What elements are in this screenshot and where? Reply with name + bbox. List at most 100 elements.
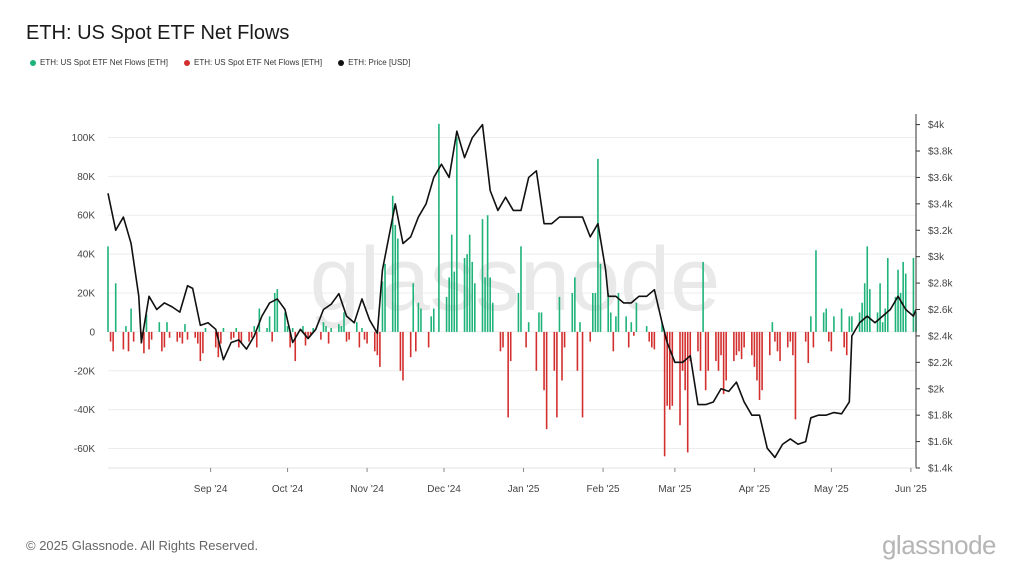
flow-bar-128 (579, 322, 581, 332)
flow-bar-62 (330, 328, 332, 332)
flow-bar-218 (912, 258, 915, 332)
y-left-tick-label: 100K (72, 133, 96, 144)
flow-bar-117 (540, 312, 543, 332)
y-right-tick-label: $3k (928, 252, 945, 263)
flow-bar-107 (499, 331, 502, 352)
flow-bar-181 (774, 331, 776, 342)
flow-bar-24 (194, 331, 197, 338)
x-tick-label: Feb '25 (587, 484, 620, 495)
flow-bar-176 (756, 331, 758, 381)
flow-bar-58 (320, 331, 322, 340)
flow-bar-205 (863, 283, 866, 332)
flow-bar-52 (294, 331, 297, 362)
flow-bar-88 (427, 331, 430, 348)
flow-bar-180 (771, 322, 774, 332)
y-right-tick-label: $2k (928, 384, 945, 395)
flow-bar-34 (232, 331, 235, 338)
flow-bar-18 (168, 331, 171, 338)
flow-bar-196 (830, 331, 833, 352)
y-left-tick-label: 80K (77, 172, 95, 183)
flow-bar-41 (255, 331, 258, 348)
flow-bar-187 (794, 331, 797, 420)
y-left-tick-label: -40K (74, 405, 95, 416)
flow-bar-162 (704, 331, 707, 391)
flow-bar-31 (220, 331, 222, 344)
flow-bar-104 (486, 215, 489, 332)
y-right-tick-label: $3.6k (928, 173, 953, 184)
flow-bar-190 (810, 316, 812, 332)
flow-bar-57 (312, 328, 315, 332)
flow-bar-105 (489, 277, 491, 332)
flow-bar-149 (661, 322, 663, 332)
flow-bar-95 (453, 271, 456, 332)
flow-bar-7 (130, 308, 132, 332)
flow-bar-43 (266, 328, 268, 332)
legend-item-inflows[interactable]: ETH: US Spot ETF Net Flows [ETH] (30, 58, 168, 67)
flow-bar-15 (161, 331, 163, 352)
flow-bar-119 (545, 331, 548, 430)
flow-bar-72 (366, 331, 368, 344)
legend-item-outflows[interactable]: ETH: US Spot ETF Net Flows [ETH] (184, 58, 322, 67)
flow-bar-26 (199, 331, 202, 362)
legend-swatch-outflows (184, 59, 191, 66)
flow-bar-108 (502, 331, 504, 348)
flow-bar-143 (633, 331, 635, 336)
legend-item-price[interactable]: ETH: Price [USD] (338, 58, 410, 67)
flow-bar-38 (248, 331, 250, 342)
flow-bar-116 (538, 312, 540, 332)
flow-bar-17 (166, 322, 168, 332)
copyright-text: © 2025 Glassnode. All Rights Reserved. (26, 538, 259, 553)
flow-bar-103 (484, 277, 486, 332)
flow-bar-74 (376, 331, 379, 356)
flow-bar-202 (851, 316, 853, 332)
flow-bar-132 (594, 293, 597, 332)
flow-bar-32 (222, 328, 225, 332)
flow-bar-212 (886, 258, 889, 332)
flow-bar-125 (571, 293, 574, 332)
flow-bar-45 (271, 331, 273, 342)
flow-bar-186 (792, 331, 794, 356)
flow-bar-4 (122, 331, 125, 350)
flow-bar-138 (615, 316, 617, 332)
flow-bar-158 (689, 331, 692, 362)
flow-bar-67 (348, 331, 350, 340)
flow-bar-164 (715, 331, 717, 362)
y-left-tick-label: 0 (89, 327, 95, 338)
flow-bar-14 (158, 322, 161, 332)
flow-bar-168 (725, 331, 727, 381)
flow-bar-102 (481, 219, 484, 332)
flow-bar-30 (217, 331, 220, 358)
flow-bar-174 (751, 331, 753, 356)
flow-bar-90 (432, 308, 435, 332)
legend-label-price: ETH: Price [USD] (348, 58, 411, 67)
flow-bar-214 (897, 269, 899, 332)
flow-bar-208 (876, 312, 879, 332)
flow-bar-127 (576, 331, 579, 371)
flow-bar-167 (722, 331, 725, 395)
flow-bar-118 (543, 331, 545, 391)
y-left-tick-label: 40K (77, 250, 95, 261)
flow-bar-19 (176, 331, 179, 342)
flow-bar-113 (525, 331, 527, 348)
flow-bar-16 (163, 331, 166, 348)
flow-bar-94 (450, 234, 453, 332)
flow-bar-87 (420, 308, 422, 332)
flow-bars (107, 123, 917, 457)
flow-bar-82 (402, 331, 404, 381)
flow-bar-112 (520, 246, 522, 332)
flow-bar-129 (581, 331, 584, 418)
flow-bar-40 (253, 326, 256, 332)
flow-bar-63 (338, 324, 340, 332)
flow-bar-150 (663, 331, 666, 457)
flow-bar-110 (509, 331, 512, 362)
flow-bar-207 (869, 289, 871, 332)
flow-bar-165 (717, 331, 720, 371)
flow-bar-35 (235, 328, 238, 332)
flow-bar-68 (356, 322, 358, 332)
flow-bar-42 (258, 308, 261, 332)
flow-bar-12 (148, 331, 150, 350)
flow-bar-204 (861, 302, 863, 332)
flow-bar-153 (671, 331, 674, 406)
flow-bar-147 (651, 331, 653, 348)
flow-bar-197 (833, 316, 835, 332)
